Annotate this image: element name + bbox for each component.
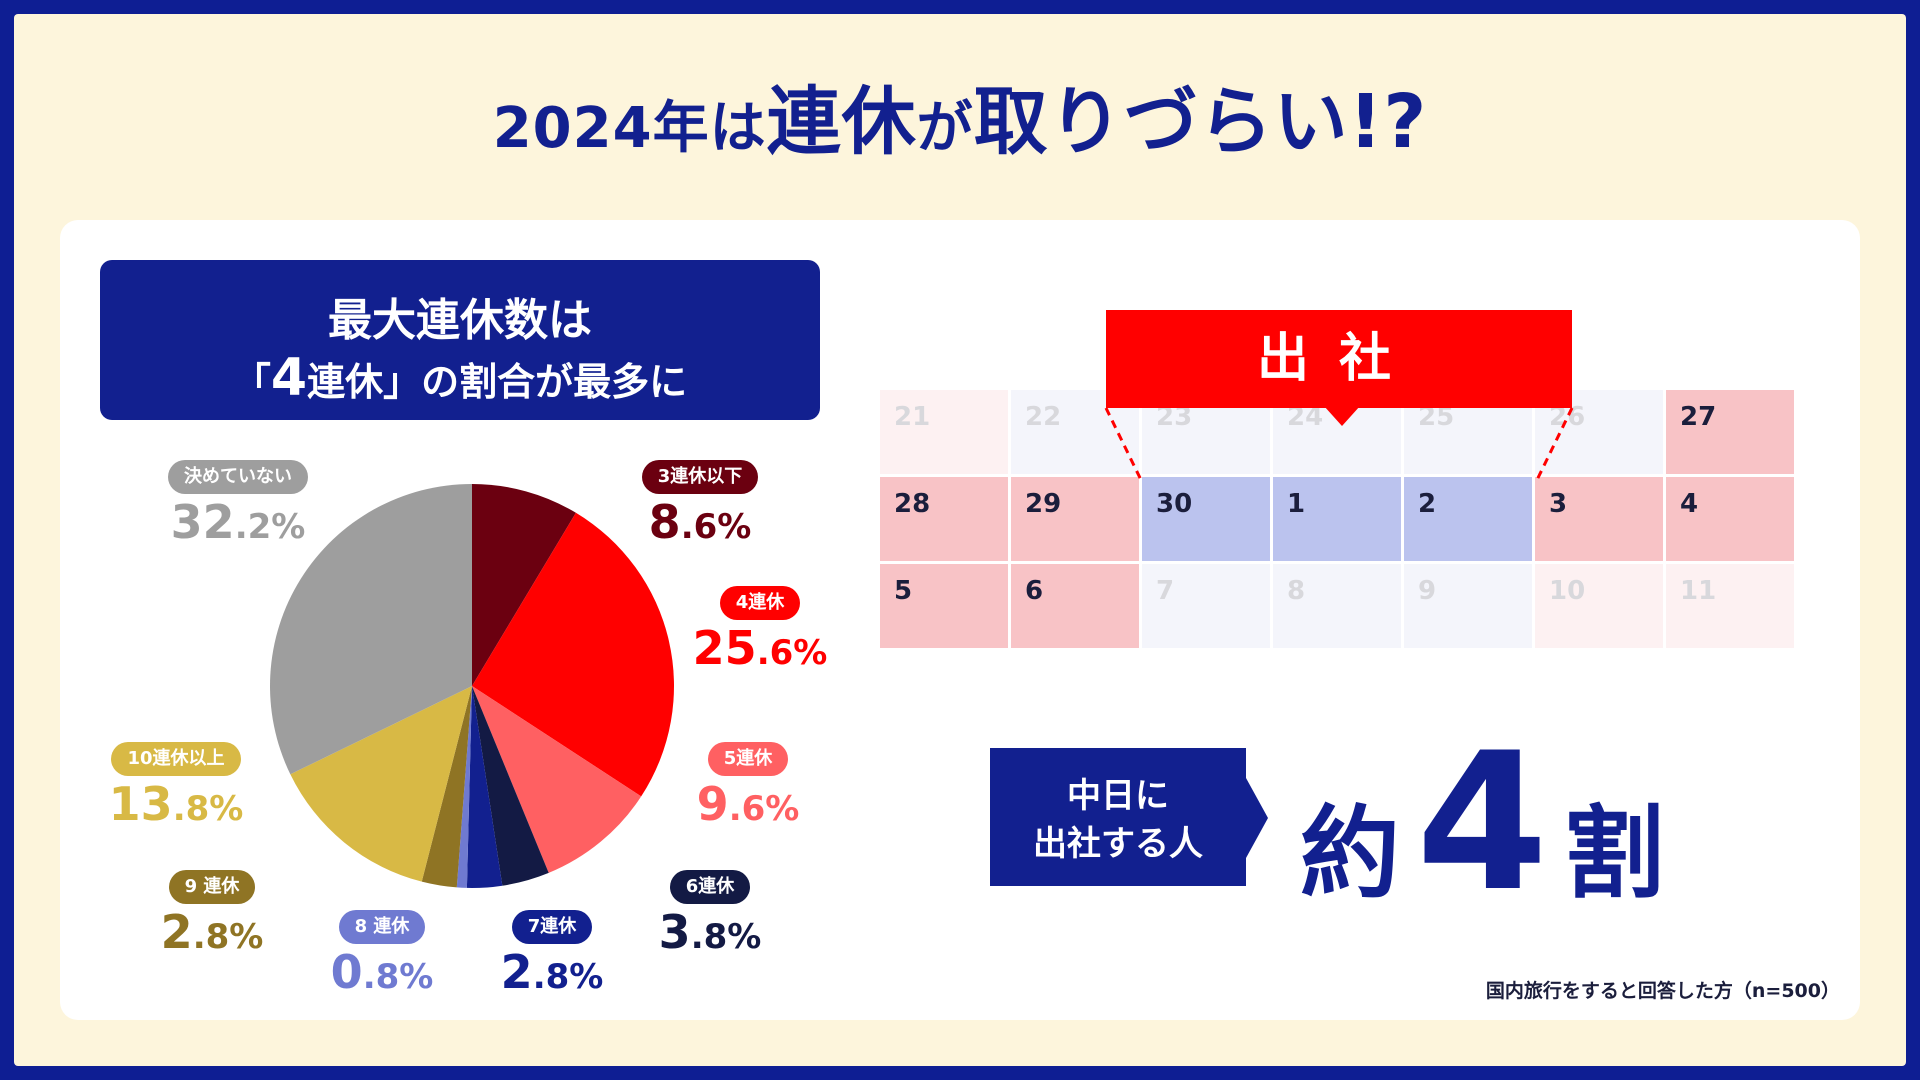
title-mid: が xyxy=(916,96,974,161)
pie-label-7: 10連休以上 13.8% xyxy=(76,742,276,835)
banner-pointer xyxy=(1324,406,1360,426)
pie-label-value-3: 3.8% xyxy=(610,906,810,963)
pie-label-value-int-2: 9 xyxy=(696,777,729,831)
calendar-day-6: 6 xyxy=(1011,564,1139,648)
calendar-day-11: 11 xyxy=(1666,564,1794,648)
calendar-day-9: 9 xyxy=(1404,564,1532,648)
pie-label-4: 7連休 2.8% xyxy=(452,910,652,1003)
pie-label-value-int-6: 2 xyxy=(160,905,193,959)
page-title: 2024年は連休が取りづらい!? xyxy=(0,62,1920,169)
footnote: 国内旅行をすると回答した方（n=500） xyxy=(1485,980,1840,1002)
pie-label-value-int-8: 32 xyxy=(170,495,235,549)
subheading-line2: 「4連休」の割合が最多に xyxy=(100,348,820,408)
pie-label-value-4: 2.8% xyxy=(452,946,652,1003)
pie-slice-5 xyxy=(456,686,472,888)
result-number: 4 xyxy=(1416,712,1549,933)
pie-label-value-int-1: 25 xyxy=(692,621,757,675)
calendar-day-4: 4 xyxy=(1666,477,1794,561)
calendar-day-29: 29 xyxy=(1011,477,1139,561)
subheading-number: 4 xyxy=(270,348,308,408)
pie-label-badge-2: 5連休 xyxy=(707,742,789,776)
pie-label-value-dec-2: .6% xyxy=(728,789,800,829)
calendar-day-28: 28 xyxy=(880,477,1008,561)
subheading-rest: 連休」の割合が最多に xyxy=(307,360,688,404)
pie-label-badge-6: 9 連休 xyxy=(168,870,256,904)
pie-label-6: 9 連休 2.8% xyxy=(112,870,312,963)
chart-subheading: 最大連休数は 「4連休」の割合が最多に xyxy=(100,260,820,420)
callout-pointer xyxy=(1246,778,1268,858)
calendar-day-30: 30 xyxy=(1142,477,1270,561)
pie-label-value-6: 2.8% xyxy=(112,906,312,963)
title-pre: 2024年は xyxy=(492,96,767,161)
result-value: 約4 割 xyxy=(1300,712,1664,933)
connector-right xyxy=(1534,407,1574,483)
calendar-day-3: 3 xyxy=(1535,477,1663,561)
pie-slice-4 xyxy=(466,686,503,888)
pie-label-badge-8: 決めていない xyxy=(168,460,308,494)
pie-label-value-dec-5: .8% xyxy=(362,957,434,997)
pie-label-badge-1: 4連休 xyxy=(719,586,801,620)
pie-label-value-int-7: 13 xyxy=(108,777,173,831)
pie-label-badge-0: 3連休以下 xyxy=(641,460,759,494)
pie-label-value-7: 13.8% xyxy=(76,778,276,835)
pie-label-1: 4連休 25.6% xyxy=(660,586,860,679)
subheading-line1: 最大連休数は xyxy=(328,295,592,346)
pie-label-value-int-0: 8 xyxy=(648,495,681,549)
pie-label-badge-3: 6連休 xyxy=(669,870,751,904)
subheading-quote-open: 「 xyxy=(232,360,271,404)
calendar-day-10: 10 xyxy=(1535,564,1663,648)
pie-label-value-int-5: 0 xyxy=(330,945,363,999)
pie-label-badge-4: 7連休 xyxy=(511,910,593,944)
pie-label-value-2: 9.6% xyxy=(648,778,848,835)
pie-label-value-dec-0: .6% xyxy=(680,507,752,547)
result-post: 割 xyxy=(1564,795,1665,912)
callout-line2: 出社する人 xyxy=(1033,824,1203,864)
calendar-day-1: 1 xyxy=(1273,477,1401,561)
calendar-day-8: 8 xyxy=(1273,564,1401,648)
pie-slice-0 xyxy=(472,484,576,686)
result-pre: 約 xyxy=(1300,795,1400,912)
pie-label-value-dec-7: .8% xyxy=(172,789,244,829)
calendar-day-5: 5 xyxy=(880,564,1008,648)
connector-left xyxy=(1104,407,1144,483)
pie-slice-3 xyxy=(472,686,549,886)
pie-label-badge-5: 8 連休 xyxy=(338,910,426,944)
office-banner: 出社 xyxy=(1106,310,1572,408)
pie-label-value-dec-3: .8% xyxy=(690,917,762,957)
pie-label-badge-7: 10連休以上 xyxy=(111,742,241,776)
callout-box: 中日に 出社する人 xyxy=(990,748,1246,886)
pie-slice-2 xyxy=(472,686,642,873)
pie-label-value-5: 0.8% xyxy=(282,946,482,1003)
title-big2: 取りづらい!? xyxy=(973,79,1428,165)
pie-label-value-dec-6: .8% xyxy=(192,917,264,957)
callout-line1: 中日に xyxy=(1067,776,1169,816)
pie-slice-6 xyxy=(421,686,472,888)
calendar-day-2: 2 xyxy=(1404,477,1532,561)
pie-label-value-int-4: 2 xyxy=(500,945,533,999)
pie-slice-7 xyxy=(290,686,472,882)
pie-slice-8 xyxy=(270,484,472,775)
title-big1: 連休 xyxy=(766,79,917,165)
pie-label-2: 5連休 9.6% xyxy=(648,742,848,835)
calendar-day-21: 21 xyxy=(880,390,1008,474)
pie-slice-1 xyxy=(472,512,674,797)
pie-label-value-dec-1: .6% xyxy=(756,633,828,673)
calendar-day-27: 27 xyxy=(1666,390,1794,474)
pie-label-8: 決めていない 32.2% xyxy=(138,460,338,553)
pie-label-value-0: 8.6% xyxy=(600,496,800,553)
pie-label-value-dec-8: .2% xyxy=(234,507,306,547)
pie-label-5: 8 連休 0.8% xyxy=(282,910,482,1003)
calendar-day-7: 7 xyxy=(1142,564,1270,648)
pie-label-value-int-3: 3 xyxy=(658,905,691,959)
pie-label-0: 3連休以下 8.6% xyxy=(600,460,800,553)
pie-label-value-1: 25.6% xyxy=(660,622,860,679)
pie-label-3: 6連休 3.8% xyxy=(610,870,810,963)
pie-label-value-dec-4: .8% xyxy=(532,957,604,997)
pie-label-value-8: 32.2% xyxy=(138,496,338,553)
